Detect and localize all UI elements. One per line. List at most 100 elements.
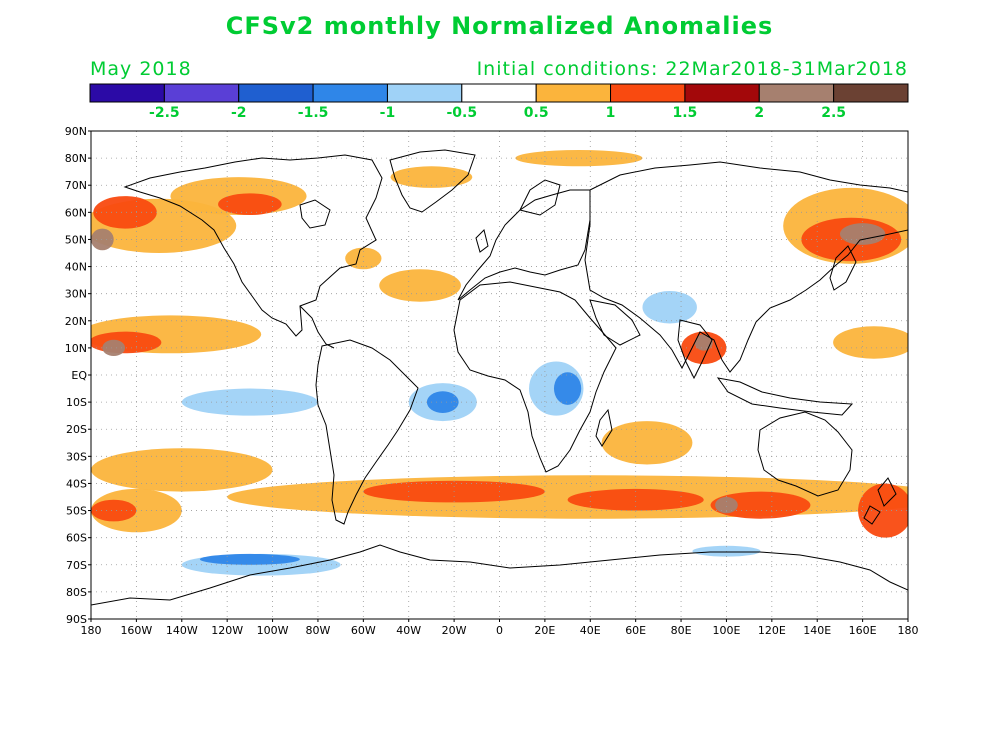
lon-tick-label: 20W xyxy=(442,624,467,637)
map-title: CFSv2 monthly Normalized Anomalies xyxy=(225,12,774,40)
lat-tick-label: 60S xyxy=(66,532,87,545)
anomaly-region-extreme xyxy=(694,334,713,351)
anomaly-region-warm xyxy=(345,247,382,270)
colorbar xyxy=(89,83,909,103)
anomaly-region-hot xyxy=(93,196,157,229)
latitude-labels: 90N 80N 70N 60N 50N 40N 30N 20N 10N EQ 10S 20S 30S 40… xyxy=(65,125,91,626)
lon-tick-label: 60W xyxy=(351,624,376,637)
lon-tick-label: 40W xyxy=(396,624,421,637)
lat-tick-label: 30S xyxy=(66,450,87,463)
longitude-labels: 180 160W 140W 120W 100W 80W 60W 40W 20W 0 20E 40E 60… xyxy=(81,619,919,637)
coast-indonesia xyxy=(716,377,854,416)
anomaly-region-cool xyxy=(642,290,697,324)
colorbar-swatch xyxy=(238,83,314,103)
lon-tick-label: 0 xyxy=(496,624,503,637)
lon-tick-label: 140W xyxy=(166,624,198,637)
lat-tick-label: 50S xyxy=(66,505,87,518)
anomaly-region-warm xyxy=(379,269,461,302)
lon-tick-label: 180 xyxy=(81,624,102,637)
anomaly-region-cool xyxy=(181,388,318,416)
colorbar-tick-label: 2.5 xyxy=(821,105,846,121)
anomaly-region-hot xyxy=(710,491,811,519)
lon-tick-label: 60E xyxy=(625,624,646,637)
colorbar-swatch xyxy=(89,83,165,103)
colorbar-tick-label: -0.5 xyxy=(447,105,478,121)
init-conditions-label: Initial conditions: 22Mar2018-31Mar2018 xyxy=(476,58,908,80)
lat-tick-label: 10N xyxy=(65,342,87,355)
colorbar-tick-label: 1 xyxy=(606,105,616,121)
lon-tick-label: 80W xyxy=(306,624,331,637)
colorbar-swatch xyxy=(535,83,612,103)
coast-australia xyxy=(757,411,853,497)
colorbar-tick-label: 0.5 xyxy=(524,105,549,121)
colorbar-swatch xyxy=(163,83,240,103)
coast-arabia xyxy=(589,299,641,346)
lon-tick-label: 120E xyxy=(758,624,786,637)
anomaly-region-hot xyxy=(91,331,162,354)
coast-new-zealand xyxy=(863,477,897,525)
coast-central-america xyxy=(299,305,335,349)
anomaly-region-cold xyxy=(553,372,582,405)
month-label: May 2018 xyxy=(90,58,192,80)
lat-tick-label: 40S xyxy=(66,477,87,490)
anomaly-region-cold xyxy=(426,391,459,413)
lat-tick-label: 40N xyxy=(65,261,87,274)
coast-asia xyxy=(584,161,908,373)
lon-tick-label: 160E xyxy=(849,624,877,637)
colorbar-tick-label: 1.5 xyxy=(673,105,698,121)
colorbar-swatch xyxy=(758,83,835,103)
colorbar-tick-label: -1.5 xyxy=(298,105,329,121)
coast-north-america xyxy=(123,154,383,337)
lon-tick-label: 120W xyxy=(211,624,243,637)
colorbar-tick-label: -1 xyxy=(380,105,396,121)
coast-hudson-bay xyxy=(299,199,331,229)
lon-tick-label: 180 xyxy=(898,624,919,637)
anomaly-region-extreme xyxy=(91,228,114,251)
lat-tick-label: 80N xyxy=(65,152,87,165)
lat-tick-label: 70S xyxy=(66,559,87,572)
lat-tick-label: 20N xyxy=(65,315,87,328)
colorbar-tick-label: -2.5 xyxy=(149,105,180,121)
colorbar-swatch xyxy=(461,83,537,103)
colorbar-swatch xyxy=(684,83,760,103)
anomaly-region-hot xyxy=(91,499,137,522)
lon-tick-label: 80E xyxy=(671,624,692,637)
lon-tick-label: 100E xyxy=(712,624,740,637)
lat-tick-label: 90N xyxy=(65,125,87,138)
colorbar-swatch xyxy=(833,83,909,103)
lon-tick-label: 160W xyxy=(120,624,152,637)
anomaly-region-warm xyxy=(91,448,273,492)
lat-tick-label: 10S xyxy=(66,396,87,409)
lat-tick-label: 50N xyxy=(65,233,87,246)
coast-scandinavia xyxy=(519,179,561,216)
anomaly-region-hot xyxy=(858,483,908,538)
coastlines xyxy=(91,149,908,606)
coast-africa xyxy=(453,281,617,473)
coast-india xyxy=(677,319,713,380)
anomaly-region-warm xyxy=(833,326,908,359)
lat-tick-label: 90S xyxy=(66,613,87,626)
anomaly-region-hot xyxy=(218,193,282,216)
colorbar-swatch xyxy=(312,83,388,103)
anomaly-region-warm xyxy=(515,149,643,167)
colorbar-tick-label: -2 xyxy=(231,105,247,121)
coast-greenland xyxy=(389,149,476,213)
anomaly-region-hot xyxy=(567,488,704,511)
lat-tick-label: 60N xyxy=(65,206,87,219)
lat-tick-label: EQ xyxy=(71,369,87,382)
anomaly-region-extreme xyxy=(715,497,738,514)
graticule xyxy=(91,131,908,619)
lat-tick-label: 20S xyxy=(66,423,87,436)
lon-tick-label: 140E xyxy=(803,624,831,637)
lon-tick-label: 20E xyxy=(534,624,555,637)
anomaly-region-warm xyxy=(390,166,473,188)
colorbar-labels: -2.5 -2 -1.5 -1 -0.5 0.5 1 1.5 2 2.5 xyxy=(149,105,846,121)
anomaly-field xyxy=(91,149,908,576)
lat-tick-label: 80S xyxy=(66,586,87,599)
coast-south-america xyxy=(315,339,419,525)
coast-madagascar xyxy=(595,408,613,447)
coast-uk xyxy=(475,229,489,253)
lat-tick-label: 70N xyxy=(65,179,87,192)
coast-japan xyxy=(829,245,857,291)
